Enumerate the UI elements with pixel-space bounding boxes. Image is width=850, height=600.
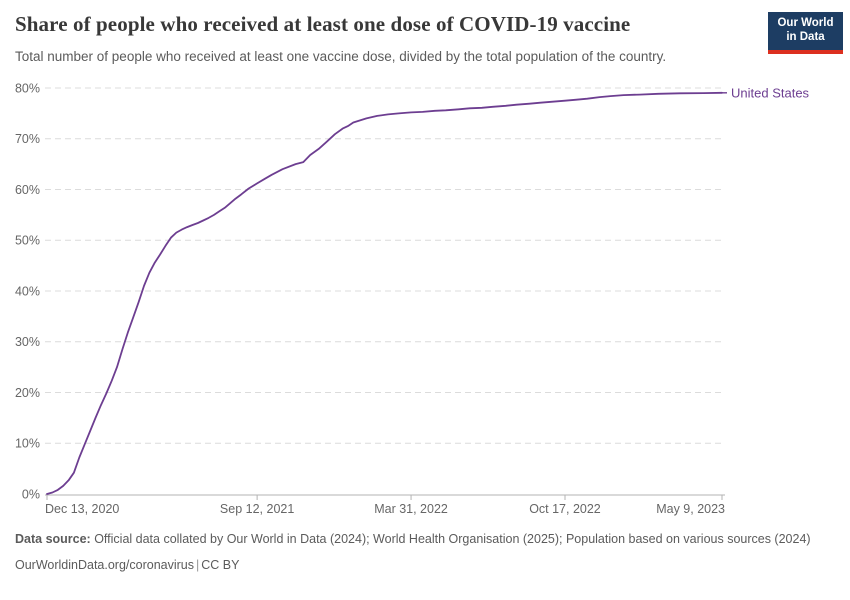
y-axis-label: 10% [15,437,40,451]
page-title: Share of people who received at least on… [15,12,631,36]
y-axis-label: 60% [15,183,40,197]
footer-credit-line: OurWorldinData.org/coronavirus | CC BY [15,557,830,574]
y-axis-label: 80% [15,81,40,95]
footer-url: OurWorldinData.org/coronavirus [15,558,195,572]
y-axis-label: 20% [15,386,40,400]
owid-logo-line1: Our World [777,17,834,29]
data-source-text: Official data collated by Our World in D… [90,532,811,546]
x-axis-label: May 9, 2023 [656,502,725,516]
y-axis-label: 50% [15,234,40,248]
x-axis-label: Sep 12, 2021 [220,502,294,516]
chart-footer: Data source: Official data collated by O… [15,531,830,574]
footer-license: CC BY [201,558,240,572]
y-axis-label: 0% [22,487,40,501]
series-end-label: United States [731,85,810,100]
chart-subtitle: Total number of people who received at l… [15,49,667,64]
data-source-note: Data source: Official data collated by O… [15,531,830,548]
x-axis-label: Oct 17, 2022 [529,502,601,516]
data-source-label: Data source: [15,532,91,546]
owid-logo-line2: in Data [786,31,825,43]
owid-logo: Our World in Data [768,12,843,54]
y-axis-label: 70% [15,132,40,146]
y-axis-label: 40% [15,284,40,298]
x-axis-label: Mar 31, 2022 [374,502,448,516]
x-axis-label: Dec 13, 2020 [45,502,119,516]
footer-separator: | [196,558,200,572]
y-axis-label: 30% [15,335,40,349]
series-line [46,91,723,495]
